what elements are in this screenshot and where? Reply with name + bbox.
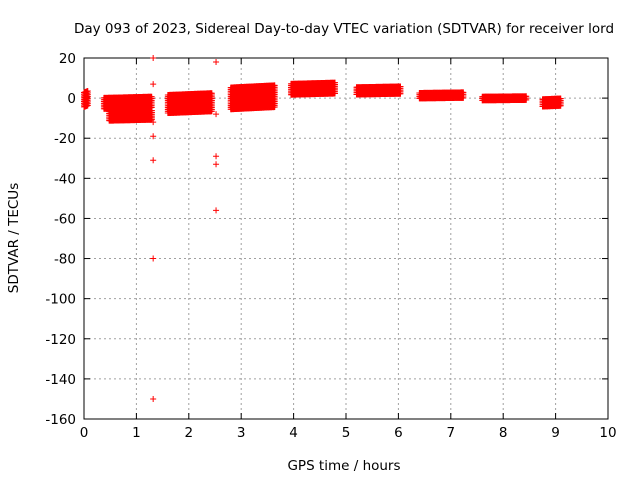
data-point xyxy=(84,88,91,95)
x-tick-label: 8 xyxy=(499,425,508,441)
outlier-point xyxy=(213,207,220,214)
outlier-point xyxy=(213,59,220,66)
data-band xyxy=(479,93,530,104)
data-band xyxy=(81,88,91,110)
data-band xyxy=(106,107,155,124)
data-band xyxy=(227,82,278,113)
y-tick-label: -100 xyxy=(45,292,76,308)
data-band xyxy=(287,79,338,98)
x-tick-label: 7 xyxy=(447,425,456,441)
data-points xyxy=(81,55,564,402)
outlier-point xyxy=(150,157,157,164)
data-band xyxy=(164,90,215,117)
x-tick-label: 4 xyxy=(289,425,298,441)
x-tick-label: 3 xyxy=(237,425,246,441)
y-tick-label: -60 xyxy=(54,211,76,227)
y-axis-ticks: 20 0 -20 -40 -60 -80 -100 -120 -140 -160 xyxy=(45,51,608,428)
x-tick-label: 9 xyxy=(551,425,560,441)
outlier-point xyxy=(213,153,220,160)
data-band xyxy=(539,95,564,110)
y-tick-label: -120 xyxy=(45,332,76,348)
chart-title: Day 093 of 2023, Sidereal Day-to-day VTE… xyxy=(74,21,614,37)
outlier-point xyxy=(150,81,157,88)
data-band xyxy=(353,83,404,98)
x-tick-label: 10 xyxy=(599,425,616,441)
outlier-point xyxy=(213,111,220,118)
y-tick-label: -80 xyxy=(54,252,76,268)
data-point xyxy=(148,93,155,100)
x-tick-label: 1 xyxy=(132,425,141,441)
y-tick-label: 0 xyxy=(67,91,76,107)
data-band xyxy=(416,89,467,102)
grid-lines xyxy=(84,58,608,419)
data-point xyxy=(148,107,155,114)
x-tick-label: 0 xyxy=(80,425,89,441)
y-axis-label: SDTVAR / TECUs xyxy=(6,183,22,293)
x-axis-ticks: 0 1 2 3 4 5 6 7 8 9 10 xyxy=(80,58,617,441)
y-tick-label: 20 xyxy=(59,51,76,67)
y-tick-label: -160 xyxy=(45,412,76,428)
y-tick-label: -140 xyxy=(45,372,76,388)
x-axis-label: GPS time / hours xyxy=(287,458,400,474)
outlier-point xyxy=(150,395,157,402)
x-tick-label: 6 xyxy=(394,425,403,441)
y-tick-label: -40 xyxy=(54,171,76,187)
outlier-point xyxy=(150,255,157,262)
x-tick-label: 2 xyxy=(185,425,194,441)
y-tick-label: -20 xyxy=(54,131,76,147)
data-band xyxy=(100,93,155,112)
x-tick-label: 5 xyxy=(342,425,351,441)
outlier-point xyxy=(213,161,220,168)
outlier-point xyxy=(150,55,157,61)
